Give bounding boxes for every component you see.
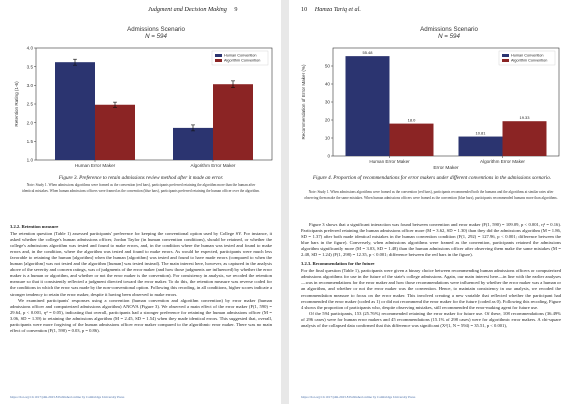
y-tick-label: 3.0	[27, 83, 34, 88]
legend-swatch	[215, 59, 222, 62]
figure4-note: Note: Study 1. When admissions algorithm…	[304, 190, 558, 200]
y-axis-label: Retention Rating (1-6)	[14, 81, 19, 127]
left-page: Judgment and Decision Making 9 Admission…	[0, 0, 281, 404]
bar	[95, 104, 135, 160]
left-running-head: Judgment and Decision Making 9	[148, 6, 238, 13]
data-label: 10.81	[475, 131, 486, 136]
legend-label: Human Convention	[511, 54, 544, 58]
figure4-title: Admissions Scenario	[420, 26, 478, 33]
data-label: 55.48	[362, 50, 373, 55]
figure4-chart: 0 10 20 30 40 50 Recommendation of Error Maker…	[301, 47, 560, 171]
x-tick-label: Human Error Maker	[369, 159, 410, 164]
y-axis-label: Recommendation of Error Maker (%)	[301, 64, 306, 140]
legend-box	[498, 50, 556, 66]
figure3-title-block: Admissions Scenario N = 594	[40, 26, 272, 40]
recommendation-section-heading: 3.2.3. Recommendation for the future	[301, 261, 375, 267]
y-tick-label: 0	[327, 154, 330, 159]
y-tick-label: 20	[325, 118, 331, 123]
y-tick-label: 40	[325, 82, 331, 87]
right-paragraph-3: Of the 594 participants, 153 (25.76%) re…	[301, 310, 561, 328]
left-body: 3.2.2. Retention measure The retention q…	[10, 224, 272, 334]
y-tick-label: 10	[325, 136, 331, 141]
y-tick-label: 30	[325, 100, 331, 105]
figure4-n: N = 594	[438, 33, 460, 41]
bar	[55, 62, 95, 160]
right-paragraph-2: For the final question (Table 1), partic…	[301, 268, 561, 310]
y-tick-label: 1.5	[27, 139, 34, 144]
y-tick-label: 2.5	[27, 102, 34, 107]
legend-box	[211, 50, 269, 66]
legend-swatch	[502, 59, 509, 62]
figure3-chart: 1.0 1.5 2.0 2.5 3.0 3.5 4.0 Retention Rating (1…	[14, 46, 273, 168]
x-axis-label: Error Maker	[433, 165, 459, 171]
left-paragraph-2: We examined participants' responses usin…	[10, 297, 272, 333]
left-journal-title: Judgment and Decision Making	[148, 6, 227, 13]
legend-swatch	[215, 54, 222, 57]
retention-section-heading: 3.2.2. Retention measure	[10, 224, 59, 229]
right-page: 10 Hamza Tariq et al. Admissions Scenari…	[289, 0, 570, 404]
bar	[458, 136, 503, 156]
bar	[345, 56, 390, 156]
right-page-number: 10	[301, 6, 308, 13]
y-tick-label: 4.0	[27, 46, 34, 51]
figure3-note: Note: Study 1. When admissions algorithm…	[22, 183, 260, 193]
left-paragraph-1: The retention question (Table 1) assesse…	[10, 231, 272, 297]
right-body: Figure 3 shows that a significant intera…	[301, 222, 561, 329]
right-paragraph-1: Figure 3 shows that a significant intera…	[301, 222, 561, 258]
y-tick-label: 2.0	[27, 120, 34, 125]
legend-swatch	[502, 54, 509, 57]
figure4-title-block: Admissions Scenario N = 594	[339, 26, 559, 40]
y-tick-label: 50	[325, 64, 331, 69]
bar	[213, 84, 253, 160]
left-doi-link[interactable]: https://doi.org/10.1017/jdm.2023.8 Publi…	[10, 395, 125, 399]
figure3-caption: Figure 3. Preference to retain admission…	[58, 175, 224, 181]
data-label: 18.0	[408, 118, 417, 123]
left-page-number: 9	[234, 6, 238, 13]
bar	[173, 127, 213, 160]
figure3-n: N = 594	[145, 33, 167, 41]
x-tick-label: Algorithm Error Maker	[191, 163, 236, 168]
y-tick-label: 1.0	[27, 158, 34, 163]
right-doi-link[interactable]: https://doi.org/10.1017/jdm.2023.8 Publi…	[301, 395, 416, 399]
bar	[502, 121, 547, 156]
legend-label: Human Convention	[224, 54, 257, 58]
legend-label: Algorithm Convention	[511, 59, 547, 63]
figure3-title: Admissions Scenario	[127, 26, 185, 33]
x-tick-label: Algorithm Error Maker	[480, 159, 525, 164]
legend-label: Algorithm Convention	[224, 59, 260, 63]
figure4-caption: Figure 4. Proportion of recommendations …	[312, 175, 552, 181]
right-running-head: 10 Hamza Tariq et al.	[301, 6, 361, 13]
data-label: 19.33	[519, 115, 530, 120]
y-tick-label: 3.5	[27, 64, 34, 69]
bar	[389, 123, 434, 156]
x-tick-label: Human Error Maker	[75, 163, 116, 168]
right-authors: Hamza Tariq et al.	[314, 6, 361, 13]
